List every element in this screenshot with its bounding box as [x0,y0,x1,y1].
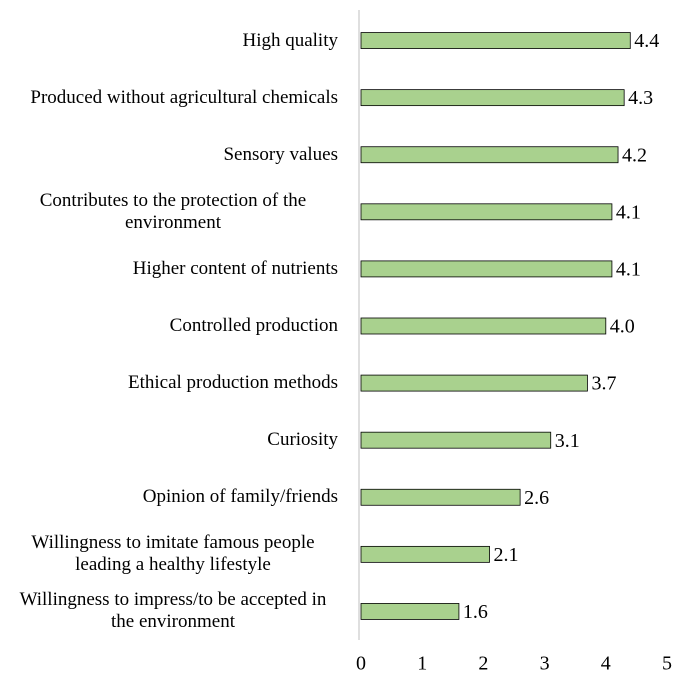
y-tick-label: Opinion of family/friends [142,486,338,508]
x-tick-label: 1 [417,653,427,675]
y-tick-label: Produced without agricultural chemicals [30,86,338,108]
y-tick-label: Curiosity [267,429,338,451]
value-label: 4.3 [628,87,653,109]
value-label: 4.4 [634,30,659,52]
y-tick-label: Ethical production methods [127,372,338,394]
bar [360,317,607,335]
y-tick-label: Higher content of nutrients [132,257,338,279]
value-label: 4.1 [616,259,641,281]
value-label: 2.1 [494,544,519,566]
bar [360,146,619,164]
value-label: 3.7 [591,373,616,395]
bar [360,545,490,563]
x-tick-label: 5 [662,653,672,675]
y-tick-label: Contributes to the protection of the env… [39,189,307,233]
x-tick-label: 4 [601,653,611,675]
value-label: 2.6 [524,487,549,509]
x-tick-label: 3 [540,653,550,675]
value-label: 4.2 [622,144,647,166]
bar [360,32,631,49]
y-tick-label: Sensory values [223,143,338,165]
bar [360,431,552,449]
bar [360,89,625,107]
y-tick-label: Willingness to impress/to be accepted in… [19,589,327,633]
value-label: 4.1 [616,201,641,223]
y-tick-label: High quality [242,29,338,51]
bar [360,374,588,392]
bar [360,603,460,620]
bar [360,488,521,506]
value-label: 1.6 [463,601,488,623]
y-tick-label: Controlled production [169,315,338,336]
y-tick-label: Willingness to imitate famous people lea… [31,532,315,576]
value-label: 3.1 [555,430,580,452]
bar [360,203,613,221]
x-tick-label: 2 [478,653,488,675]
x-tick-label: 0 [356,653,366,675]
bar [360,260,613,278]
value-label: 4.0 [610,316,635,338]
